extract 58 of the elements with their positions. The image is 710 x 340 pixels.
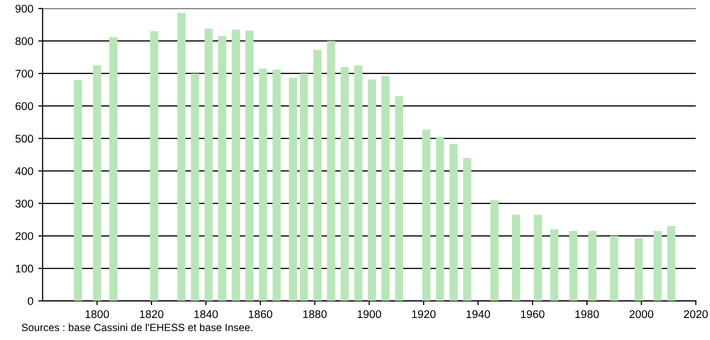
bar bbox=[313, 50, 322, 301]
bar bbox=[569, 231, 578, 301]
bar bbox=[150, 31, 158, 301]
bar bbox=[449, 144, 458, 301]
bar bbox=[232, 30, 240, 301]
bar bbox=[436, 136, 444, 301]
bar bbox=[368, 79, 376, 301]
y-tick-label: 900 bbox=[16, 4, 34, 13]
bar bbox=[272, 70, 281, 301]
y-tick-label: 0 bbox=[28, 297, 34, 306]
bar bbox=[258, 68, 268, 301]
x-tick-label: 1880 bbox=[303, 310, 327, 318]
x-tick-label: 1900 bbox=[358, 310, 382, 318]
x-tick-label: 1800 bbox=[86, 310, 109, 318]
x-tick-label: 1820 bbox=[140, 310, 164, 318]
x-tick-label: 1960 bbox=[520, 310, 544, 318]
y-tick-label: 800 bbox=[16, 37, 34, 46]
bar bbox=[218, 36, 226, 301]
y-tick-label: 100 bbox=[16, 264, 34, 273]
bar bbox=[610, 236, 618, 301]
bar bbox=[490, 200, 498, 301]
bar bbox=[340, 66, 349, 301]
bar bbox=[109, 37, 118, 301]
x-tick-label: 2000 bbox=[630, 310, 654, 318]
x-tick-label: 1940 bbox=[466, 310, 490, 318]
x-tick-label: 2020 bbox=[684, 310, 708, 318]
bar bbox=[422, 130, 430, 301]
x-tick-label: 1860 bbox=[248, 310, 272, 318]
bar bbox=[550, 229, 558, 301]
bar bbox=[327, 40, 336, 301]
y-tick-label: 200 bbox=[16, 232, 34, 240]
bar bbox=[588, 231, 596, 301]
bar bbox=[654, 231, 662, 301]
source-note: Sources : base Cassini de l'EHESS et base Insee. bbox=[22, 323, 252, 332]
y-tick-label: 400 bbox=[15, 167, 34, 176]
x-tick-label: 1840 bbox=[194, 310, 218, 318]
y-tick-label: 500 bbox=[15, 134, 34, 143]
bar bbox=[512, 214, 520, 301]
bar bbox=[354, 65, 362, 301]
bar bbox=[177, 12, 186, 301]
bar bbox=[463, 158, 472, 301]
bar bbox=[288, 78, 298, 301]
x-tick-label: 1920 bbox=[412, 310, 436, 318]
bar bbox=[204, 28, 213, 301]
bar bbox=[534, 214, 542, 301]
y-tick-label: 300 bbox=[15, 200, 34, 208]
bar bbox=[245, 30, 254, 301]
bar bbox=[92, 65, 102, 301]
bar bbox=[74, 80, 82, 301]
bar bbox=[667, 226, 676, 301]
bar bbox=[634, 238, 643, 301]
y-tick-label: 600 bbox=[16, 102, 34, 110]
bar bbox=[381, 76, 390, 301]
bar bbox=[190, 73, 200, 301]
x-tick-label: 1980 bbox=[575, 310, 599, 318]
bar bbox=[300, 73, 308, 301]
y-tick-label: 700 bbox=[16, 70, 34, 78]
bar bbox=[395, 96, 404, 301]
